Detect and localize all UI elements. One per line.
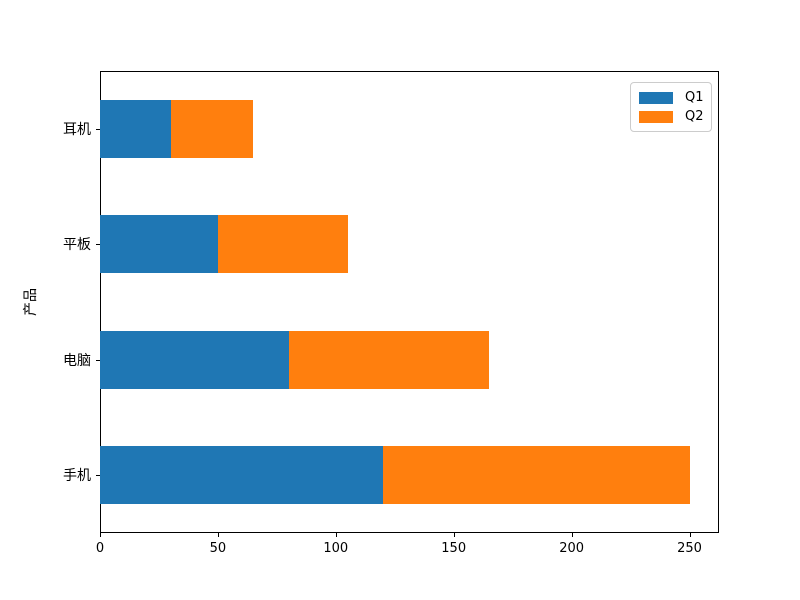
y-tick-label: 平板 (63, 237, 91, 254)
y-tick-mark (96, 244, 100, 246)
legend-label-q2: Q2 (685, 109, 704, 124)
x-tick-mark (571, 533, 573, 537)
legend-entry-q1: Q1 (639, 90, 704, 105)
y-axis-label: 产品 (23, 288, 39, 316)
x-tick-mark (453, 533, 455, 537)
y-tick-mark (96, 359, 100, 361)
legend-swatch-q1-icon (639, 91, 673, 104)
y-tick-mark (96, 475, 100, 477)
x-tick-mark (689, 533, 691, 537)
x-tick-mark (100, 533, 101, 537)
bar-segment-q2-3 (382, 446, 690, 505)
bar-segment-q1-3 (100, 446, 383, 505)
bar-segment-q1-1 (100, 215, 218, 274)
x-tick-label: 100 (323, 541, 349, 556)
x-tick-label: 0 (95, 541, 105, 556)
legend-entry-q2: Q2 (639, 109, 704, 124)
y-tick-mark (96, 128, 100, 130)
legend-swatch-q2-icon (639, 110, 673, 123)
bar-segment-q2-1 (217, 215, 348, 274)
x-tick-label: 250 (677, 541, 702, 556)
y-tick-label: 手机 (63, 468, 91, 485)
y-tick-label: 耳机 (63, 121, 91, 138)
x-tick-label: 150 (441, 541, 467, 556)
x-tick-mark (335, 533, 337, 537)
bar-segment-q1-0 (100, 99, 171, 158)
y-tick-label: 电脑 (63, 352, 91, 369)
x-tick-mark (217, 533, 219, 537)
bar-segment-q2-2 (288, 330, 490, 389)
x-tick-label: 200 (559, 541, 585, 556)
bar-segment-q2-0 (170, 99, 254, 158)
x-tick-label: 50 (209, 541, 227, 556)
legend-label-q1: Q1 (685, 90, 704, 105)
bar-segment-q1-2 (100, 330, 289, 389)
legend: Q1 Q2 (630, 82, 712, 132)
